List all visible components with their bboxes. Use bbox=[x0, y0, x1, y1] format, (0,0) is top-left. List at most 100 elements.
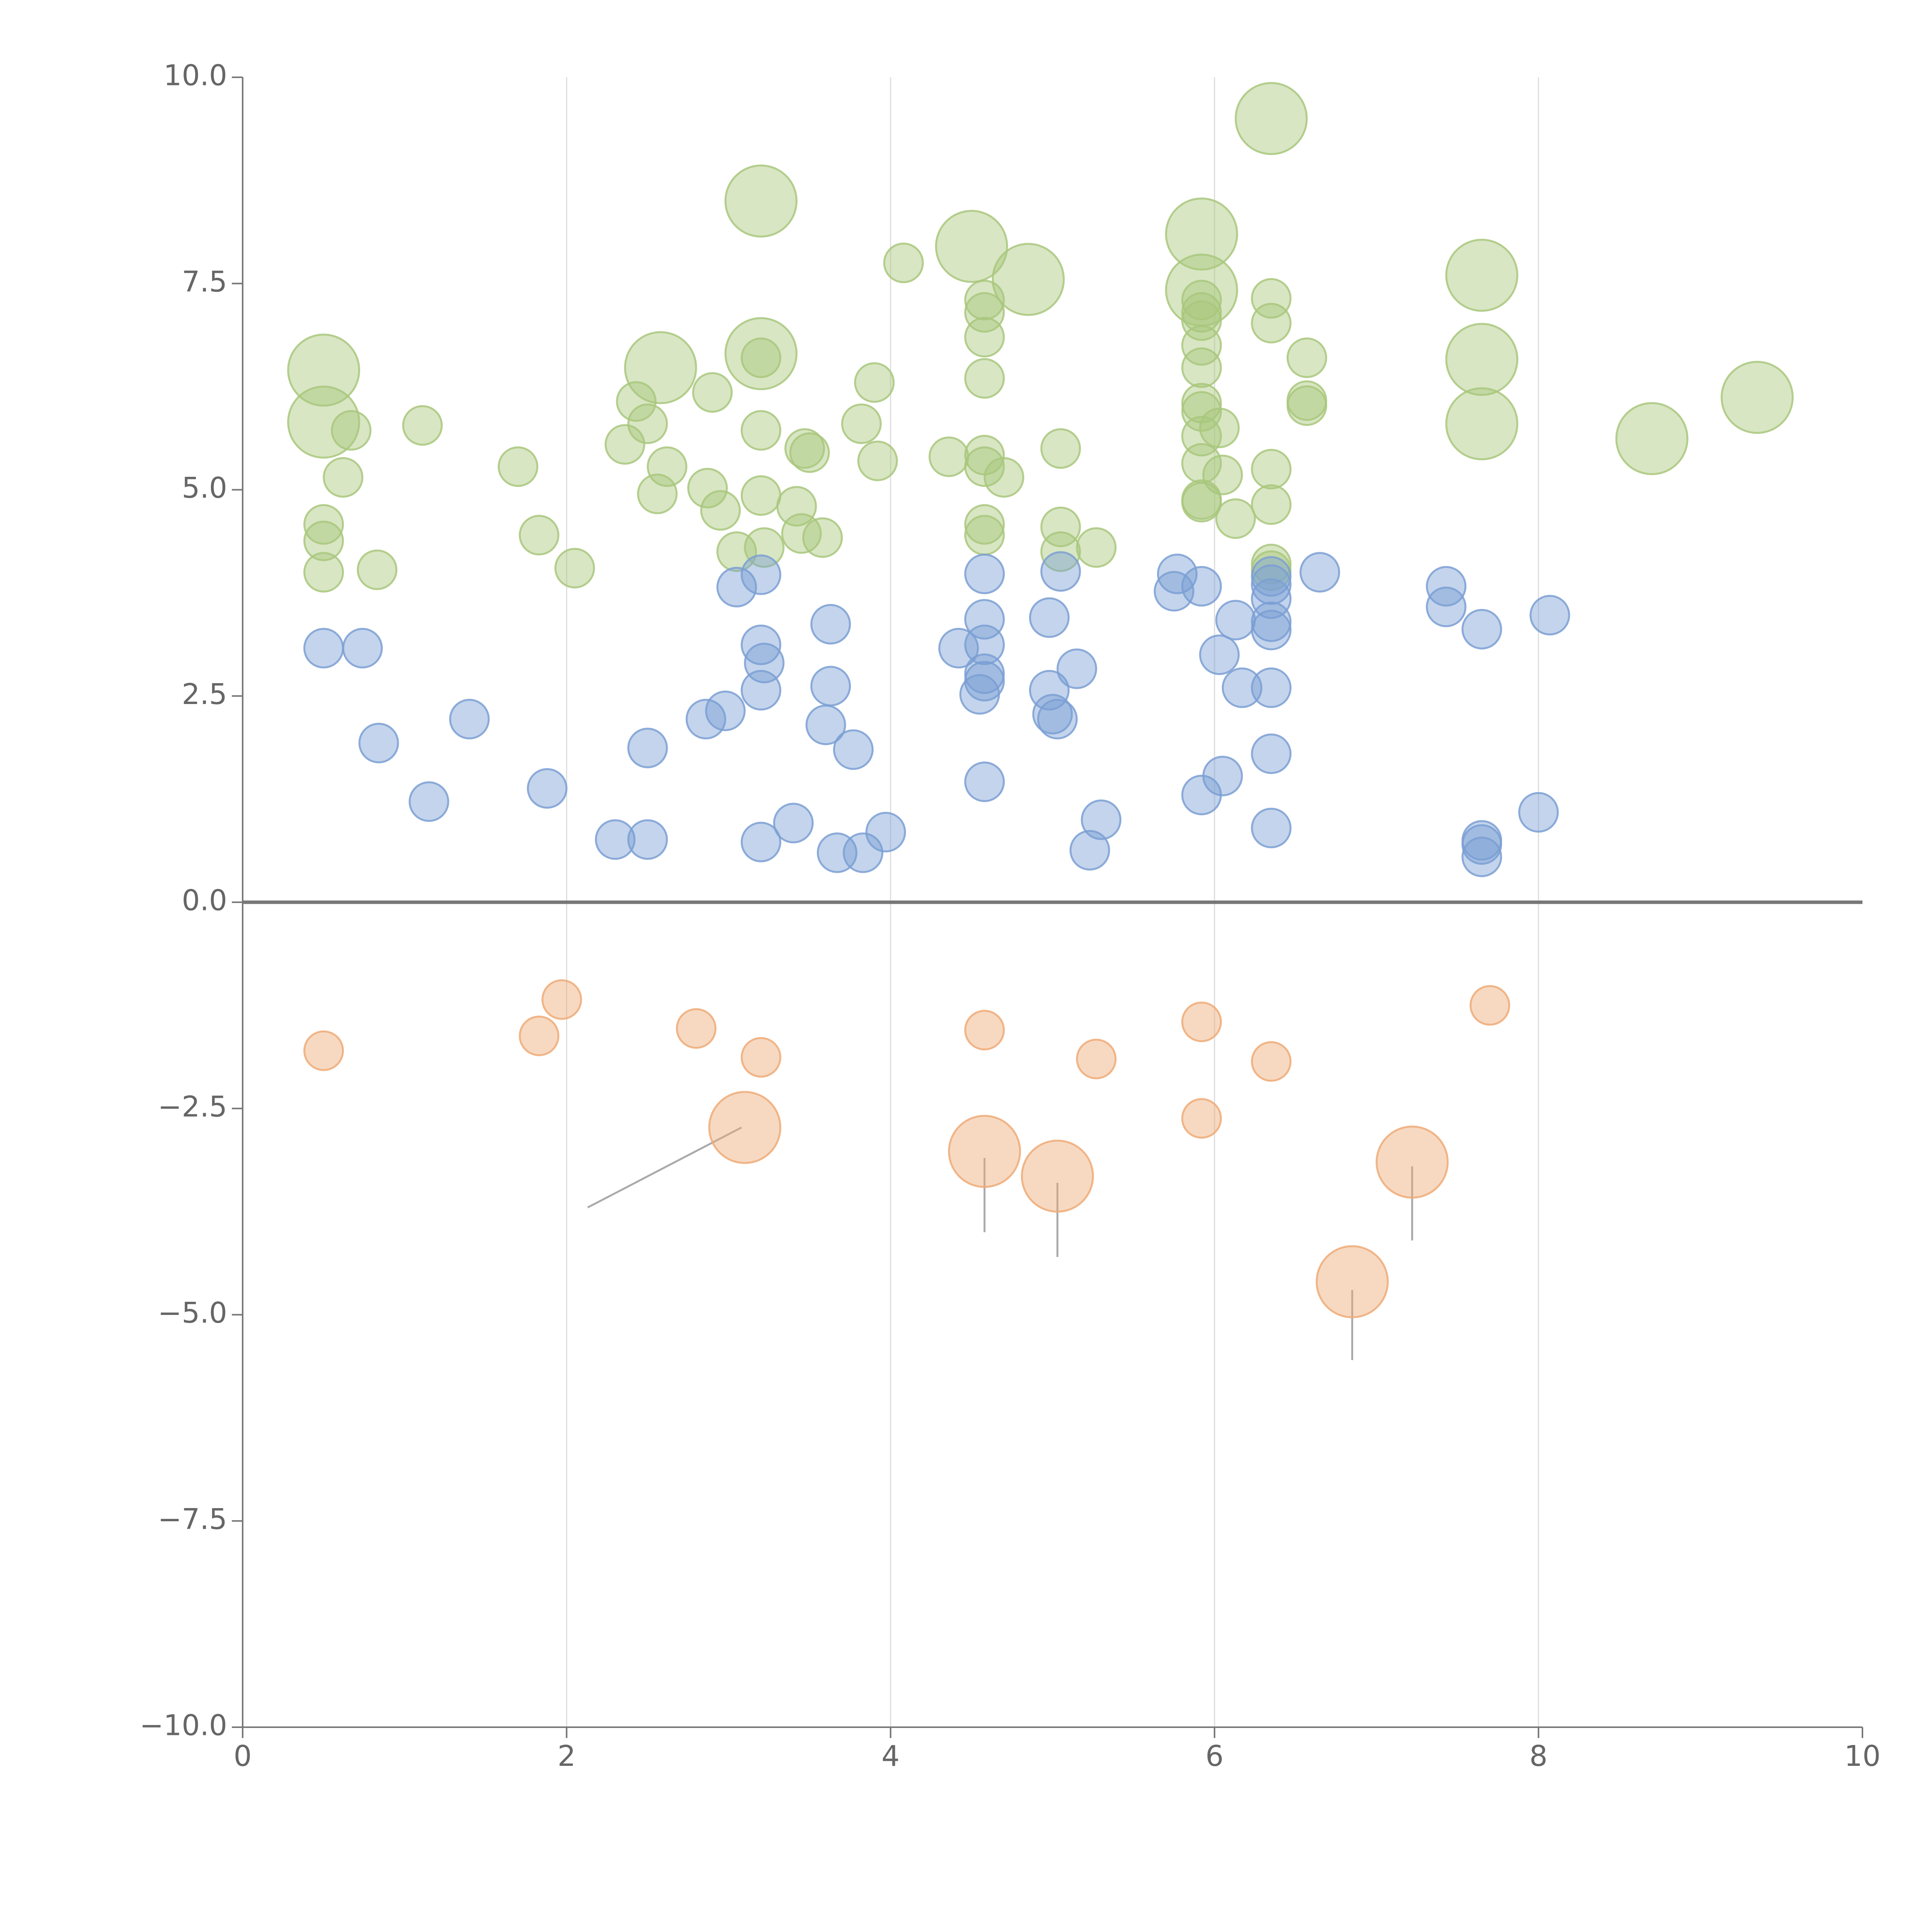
green-bubble bbox=[1615, 402, 1689, 475]
orange-bubble bbox=[541, 979, 582, 1020]
bubbles bbox=[287, 82, 1794, 1318]
green-bubble bbox=[1721, 361, 1794, 434]
green-bubble bbox=[687, 468, 728, 509]
blue-bubble bbox=[1518, 792, 1559, 833]
blue-bubble bbox=[527, 768, 568, 809]
green-bubble bbox=[1181, 347, 1222, 388]
blue-bubble bbox=[938, 628, 979, 668]
green-bubble bbox=[724, 164, 798, 238]
blue-bubble bbox=[342, 628, 383, 668]
green-bubble bbox=[554, 548, 595, 588]
y-tick-label: −5.0 bbox=[158, 1296, 227, 1330]
y-tick-label: −10.0 bbox=[139, 1709, 227, 1742]
blue-bubble bbox=[1029, 597, 1070, 638]
blue-bubble bbox=[1251, 601, 1292, 642]
green-bubble bbox=[983, 457, 1024, 498]
blue-bubble bbox=[1251, 578, 1292, 619]
blue-bubble bbox=[773, 803, 814, 844]
green-bubble bbox=[1286, 385, 1327, 426]
blue-bubble bbox=[595, 819, 636, 860]
orange-bubble bbox=[964, 1010, 1005, 1051]
blue-bubble bbox=[716, 566, 757, 607]
green-bubble bbox=[1040, 428, 1081, 469]
y-tick-label: 7.5 bbox=[182, 265, 227, 298]
green-bubble bbox=[1181, 325, 1222, 366]
blue-bubble bbox=[1529, 595, 1570, 636]
green-bubble bbox=[789, 432, 830, 473]
green-bubble bbox=[692, 372, 733, 413]
blue-bubble bbox=[705, 690, 746, 731]
green-bubble bbox=[964, 446, 1005, 487]
green-bubble bbox=[604, 424, 645, 465]
green-bubble bbox=[740, 475, 781, 516]
axes bbox=[232, 77, 1863, 1738]
green-bubble bbox=[776, 486, 817, 527]
green-bubble bbox=[935, 210, 1008, 283]
green-bubble bbox=[287, 333, 361, 407]
blue-bubble bbox=[1202, 755, 1243, 796]
orange-bubble bbox=[303, 1030, 344, 1071]
y-tick-label: −2.5 bbox=[158, 1090, 227, 1123]
blue-bubble bbox=[627, 819, 668, 860]
green-bubble bbox=[700, 490, 741, 531]
green-bubble bbox=[1445, 387, 1519, 461]
green-bubble bbox=[1199, 407, 1240, 448]
green-bubble bbox=[964, 504, 1005, 545]
x-tick-label: 10 bbox=[1844, 1740, 1881, 1773]
blue-bubble bbox=[865, 812, 906, 853]
orange-bubble bbox=[519, 1015, 560, 1056]
green-bubble bbox=[303, 520, 344, 561]
blue-bubble bbox=[1037, 699, 1078, 740]
green-bubble bbox=[331, 410, 372, 451]
y-tick-label: 0.0 bbox=[182, 884, 227, 917]
blue-bubble bbox=[1221, 667, 1262, 708]
blue-bubble bbox=[1157, 553, 1198, 594]
blue-bubble bbox=[358, 723, 399, 764]
blue-bubble bbox=[303, 628, 344, 668]
orange-bubble bbox=[1021, 1139, 1094, 1213]
orange-bubble bbox=[1181, 1002, 1222, 1043]
orange-bubble bbox=[948, 1115, 1021, 1188]
blue-bubble bbox=[810, 604, 851, 645]
green-bubble bbox=[929, 436, 969, 477]
green-bubble bbox=[624, 331, 697, 405]
blue-bubble bbox=[1215, 600, 1256, 641]
green-bubble bbox=[646, 446, 687, 487]
green-bubble bbox=[1445, 238, 1519, 312]
green-bubble bbox=[1181, 482, 1222, 523]
green-bubble bbox=[1286, 337, 1327, 378]
blue-bubble bbox=[1251, 609, 1292, 650]
blue-bubble bbox=[810, 666, 851, 707]
orange-bubble bbox=[676, 1008, 717, 1049]
blue-bubble bbox=[1251, 808, 1292, 849]
green-bubble bbox=[1251, 449, 1292, 490]
orange-bubble bbox=[1251, 1041, 1292, 1082]
blue-bubble bbox=[449, 699, 490, 740]
green-bubble bbox=[303, 504, 344, 545]
green-bubble bbox=[740, 337, 781, 378]
green-bubble bbox=[992, 243, 1065, 316]
blue-bubble bbox=[833, 729, 874, 770]
x-tick-label: 8 bbox=[1529, 1740, 1548, 1773]
blue-bubble bbox=[1461, 837, 1502, 878]
blue-bubble bbox=[685, 699, 726, 740]
tick-labels: 10.0 7.5 5.0 2.5 0.0 −2.5 −5.0 −7.5 −10.00 2 4 6 8 10 bbox=[139, 59, 1881, 1773]
blue-bubble bbox=[964, 553, 1005, 594]
x-tick-label: 4 bbox=[881, 1740, 900, 1773]
orange-bubble bbox=[1181, 1098, 1222, 1139]
green-bubble bbox=[1181, 391, 1222, 432]
green-bubble bbox=[841, 403, 882, 444]
blue-bubble bbox=[1032, 694, 1073, 735]
green-bubble bbox=[802, 517, 843, 558]
blue-bubble bbox=[1461, 609, 1502, 650]
green-bubble bbox=[964, 515, 1005, 556]
annotation-line bbox=[587, 1126, 742, 1209]
x-tick-label: 0 bbox=[233, 1740, 252, 1773]
blue-bubble bbox=[959, 674, 1000, 715]
green-bubble bbox=[1235, 82, 1308, 155]
annotation-lines bbox=[587, 1126, 1413, 1360]
blue-bubble bbox=[1199, 634, 1240, 675]
green-bubble bbox=[883, 242, 924, 283]
blue-bubble bbox=[843, 832, 884, 873]
